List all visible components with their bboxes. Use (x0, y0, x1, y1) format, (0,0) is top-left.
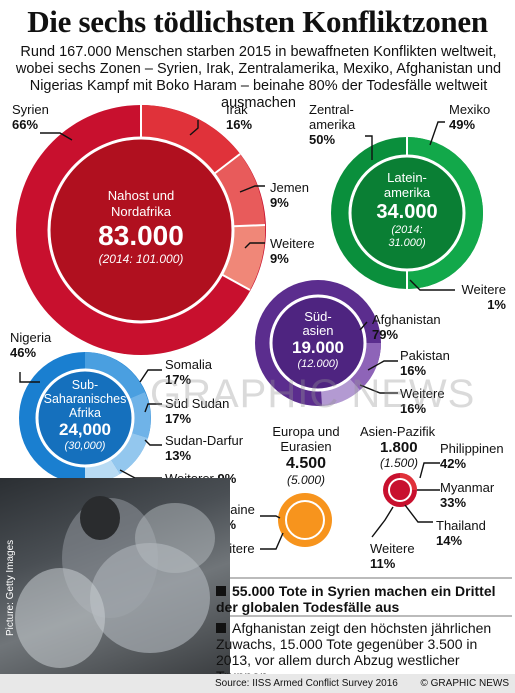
nahost-prev: (2014: 101.000) (98, 252, 184, 266)
label-mexiko: Mexiko 49% (449, 102, 491, 132)
label-myanmar: Myanmar 33% (440, 480, 495, 510)
europa-donut (278, 493, 332, 547)
label-zentralamerika: Zentral- amerika 50% (309, 102, 356, 147)
subsahara-total: 24,000 (59, 420, 111, 439)
label-latein-weitere: Weitere 1% (461, 282, 506, 312)
suedasien-total: 19.000 (292, 338, 344, 357)
label-afghanistan: Afghanistan 79% (372, 312, 441, 342)
footer: Source: IISS Armed Conflict Survey 2016 … (0, 674, 515, 693)
suedasien-center: Süd- asien 19.000 (12.000) (278, 310, 358, 371)
label-syrien: Syrien 66% (12, 102, 49, 132)
label-nigeria: Nigeria 46% (10, 330, 52, 360)
page-title: Die sechs tödlichsten Konfliktzonen (27, 4, 488, 39)
asienpazifik-heading: Asien-Pazifik 1.800 (1.500) (360, 424, 436, 470)
label-jemen: Jemen 9% (270, 180, 310, 210)
europa-heading: Europa und Eurasien 4.500 (5.000) (258, 424, 354, 488)
brand-text: © GRAPHIC NEWS (420, 678, 510, 689)
subtitle: Rund 167.000 Menschen starben 2015 in be… (15, 44, 502, 111)
asienpazifik-donut (383, 473, 417, 507)
europa-total: 4.500 (285, 455, 327, 472)
label-thailand: Thailand 14% (436, 518, 486, 548)
bullet-square-icon (216, 623, 226, 633)
label-nahost-weitere: Weitere 9% (270, 236, 315, 266)
nahost-name-1: Nahost und (107, 188, 175, 203)
label-suedasien-weitere: Weitere 16% (400, 386, 445, 416)
suedasien-donut (255, 280, 381, 406)
label-philippinen: Philippinen 42% (440, 441, 504, 471)
nahost-total: 83.000 (98, 220, 184, 251)
fact-1: 55.000 Tote in Syrien machen ein Drittel… (216, 583, 496, 615)
lateinamerika-center: Latein- amerika 34.000 (2014: 31.000) (357, 170, 457, 250)
label-asien-weitere: Weitere 11% (370, 541, 415, 571)
nahost-name-2: Nordafrika (111, 204, 171, 219)
source-text: Source: IISS Armed Conflict Survey 2016 (215, 678, 398, 689)
subsahara-donut (19, 352, 151, 485)
label-sudan-darfur: Sudan-Darfur 13% (165, 433, 244, 463)
photo-credit: Picture: Getty Images (5, 539, 16, 636)
lateinamerika-total: 34.000 (376, 201, 438, 223)
bullet-square-icon (216, 586, 226, 596)
label-irak: Irak 16% (226, 102, 253, 132)
nahost-donut (16, 105, 266, 355)
label-sued-sudan: Süd Sudan 17% (165, 396, 230, 426)
nahost-center: Nahost und Nordafrika 83.000 (2014: 101.… (71, 188, 211, 266)
asienpazifik-total: 1.800 (380, 439, 418, 456)
watermark: GRAPHIC NEWS (150, 372, 476, 416)
subsahara-center: Sub- Saharanisches Afrika 24,000 (30,000… (30, 378, 140, 452)
label-somalia: Somalia 17% (165, 357, 212, 387)
label-pakistan: Pakistan 16% (400, 348, 450, 378)
lateinamerika-donut (331, 137, 483, 289)
news-photo (0, 478, 230, 675)
